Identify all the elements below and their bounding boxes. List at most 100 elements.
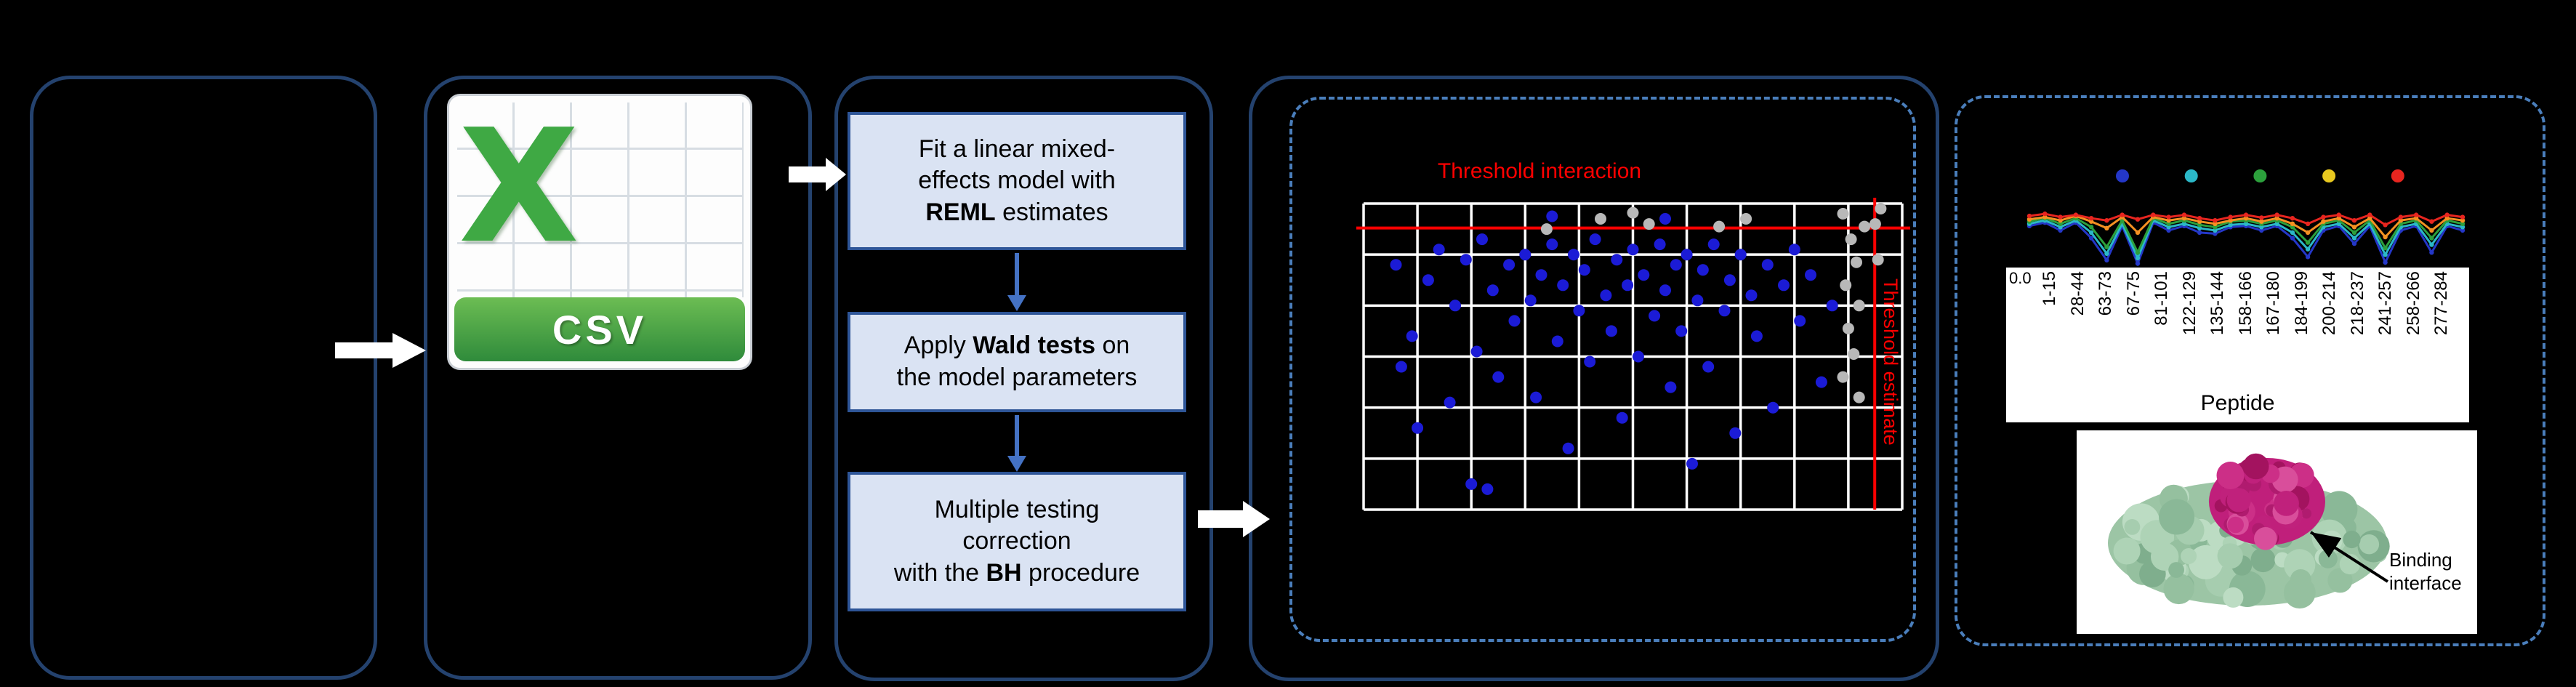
text-segment: procedure [1021,558,1140,587]
step-wald-text: Apply Wald tests on the model parameters [897,330,1138,393]
data-point [1750,330,1763,342]
data-point [1740,213,1752,225]
protein-surface-lobe [2168,562,2184,578]
data-point [1568,249,1579,261]
line-marker [2259,219,2264,224]
data-point [1675,325,1688,337]
line-marker [2166,218,2171,223]
line-marker [2026,217,2032,222]
peptide-tick-label: 158-166 [2235,271,2255,336]
line-marker [2228,218,2233,223]
line-marker [2197,219,2202,224]
data-point [1444,396,1456,409]
data-point [1681,249,1693,261]
line-marker [2429,236,2434,241]
peptide-tick-label: 81-101 [2152,271,2171,326]
data-point [1584,355,1596,368]
data-point [1649,310,1661,322]
line-marker [2274,221,2279,226]
protein-surface-lobe [2217,543,2243,569]
peptide-tick-label: 184-199 [2291,271,2311,336]
line-marker [2429,242,2434,247]
step-bh-box: Multiple testing correction with the BH … [848,472,1186,611]
spreadsheet-grid [457,103,744,297]
protein-surface-lobe [2189,545,2223,579]
data-point [1562,442,1574,454]
data-point [1449,300,1461,312]
line-marker [2181,212,2187,217]
line-marker [2042,214,2048,220]
x-axis-label: Peptide [2200,391,2275,415]
line-marker [2290,225,2295,230]
binding-region-lobe [2301,508,2312,519]
data-point [1627,206,1639,219]
line-marker [2104,244,2109,249]
data-point [1540,223,1553,236]
data-point [1654,238,1666,251]
line-marker [2058,228,2063,233]
data-point [1412,422,1424,434]
binding-interface-label: Binding interface [2389,549,2462,594]
line-marker [2104,251,2109,256]
peptide-tick-label: 67-75 [2123,271,2144,316]
line-marker [2290,230,2295,236]
peptide-tick-label: 218-237 [2347,271,2367,336]
line-marker [2213,218,2218,223]
line-marker [2351,218,2357,223]
data-point [1853,300,1865,312]
data-point [1595,213,1606,225]
data-point [1643,218,1655,230]
line-marker [2290,221,2295,226]
data-point [1611,254,1623,266]
line-marker [2305,254,2311,260]
line-marker [2243,216,2249,221]
line-marker [2120,212,2125,217]
line-marker [2351,230,2357,236]
line-marker [2429,250,2434,255]
text-segment: Fit a linear mixed- effects model with [918,134,1116,195]
data-point [1524,294,1537,307]
legend-dot [2253,169,2267,182]
data-point [1745,289,1758,302]
line-marker [2383,260,2388,265]
binding-region-lobe [2226,488,2251,513]
line-marker [2166,225,2171,230]
line-marker [2104,218,2109,223]
line-marker [2367,216,2372,221]
line-marker [2259,225,2264,230]
y-tick-label: 0.0 [2009,269,2032,287]
data-point [1718,305,1731,317]
line-marker [2058,214,2063,220]
volcano-scatter-plot: Threshold interaction Threshold estimate [1356,159,1910,511]
step-reml-box: Fit a linear mixed- effects model with R… [848,112,1186,250]
csv-file-icon: X CSV [447,94,752,370]
line-marker [2398,218,2404,223]
line-marker [2088,216,2094,221]
line-marker [2135,261,2141,266]
data-point [1503,259,1516,271]
peptide-tick-label: 167-180 [2263,271,2283,336]
line-marker [2305,221,2311,226]
line-marker [2413,216,2419,221]
line-marker [2383,222,2388,228]
line-marker [2321,219,2326,224]
line-marker [2398,214,2404,220]
line-marker [2135,250,2141,255]
data-point [1535,269,1547,281]
line-marker [2444,212,2450,217]
line-marker [2305,240,2311,245]
data-point [1815,376,1827,388]
data-point [1519,249,1531,261]
line-marker [2166,214,2171,220]
data-point [1837,208,1849,220]
text-segment: Wald tests [973,332,1095,360]
data-point [1707,238,1720,251]
line-marker [2088,219,2094,224]
data-point [1622,279,1634,292]
line-marker [2135,217,2141,222]
line-marker [2181,216,2187,221]
line-marker [2058,218,2063,223]
protein-surface-lobe [2250,547,2276,573]
data-point [1729,427,1742,439]
line-marker [2290,216,2295,221]
